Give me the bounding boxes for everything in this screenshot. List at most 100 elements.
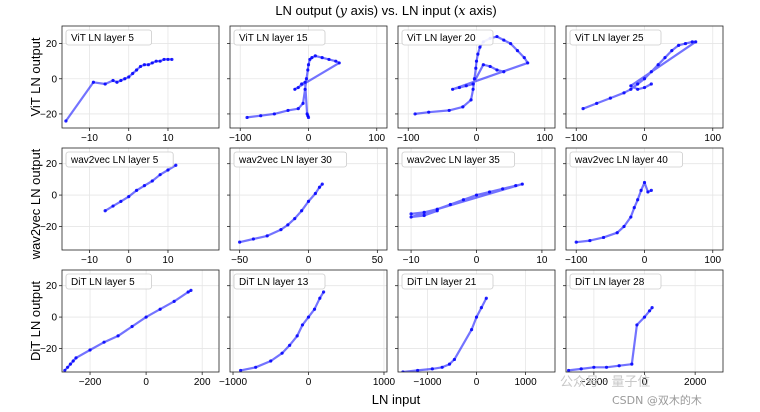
y-tick-label: 0 — [51, 313, 57, 324]
point-band — [410, 183, 524, 219]
x-tick-label: 2000 — [684, 377, 707, 388]
x-tick-label: 0 — [126, 133, 132, 144]
point-band — [582, 40, 697, 110]
x-tick-label: 0 — [642, 255, 648, 266]
panel-label-box — [233, 273, 326, 290]
y-tick-label: −20 — [40, 222, 57, 233]
x-tick-label: −100 — [565, 133, 588, 144]
panel-label-box — [401, 273, 494, 290]
row-label-wav2vec: wav2vec LN output — [28, 148, 43, 260]
point-band — [65, 58, 172, 122]
panel-label: ViT LN layer 25 — [575, 33, 644, 44]
scatter-points — [64, 57, 174, 123]
panel-12: −2000 0 2000 DiT LN layer 28 — [563, 269, 724, 388]
scatter-points — [581, 40, 698, 111]
x-tick-label: 100 — [368, 133, 385, 144]
point-band — [63, 289, 192, 372]
x-tick-label: 0 — [306, 255, 312, 266]
x-tick-label: 0 — [474, 255, 480, 266]
panel-11: −1000 0 1000 DiT LN layer 21 — [395, 269, 556, 388]
x-tick-label: 0 — [474, 377, 480, 388]
panel-label: ViT LN layer 20 — [407, 33, 476, 44]
scatter-points — [413, 34, 530, 116]
point-band — [568, 307, 653, 372]
panel-label: DiT LN layer 5 — [71, 277, 135, 288]
panel-frame — [61, 25, 220, 129]
panel-5: −10 0 10 −20 0 20 wav2vec LN layer 5 — [40, 147, 220, 266]
row-label-vit: ViT LN output — [28, 37, 43, 116]
point-band — [246, 54, 341, 119]
panel-label-box — [65, 29, 152, 46]
x-tick-label: 10 — [536, 255, 548, 266]
x-tick-label: −10 — [403, 255, 420, 266]
figure-title: LN output (y axis) vs. LN input (x axis) — [275, 3, 496, 19]
x-tick-label: −2000 — [580, 377, 609, 388]
scatter-points — [401, 296, 488, 372]
x-tick-label: −1000 — [219, 377, 248, 388]
row-label-dit: DiT LN output — [28, 281, 43, 361]
panel-4: −100 0 100 ViT LN layer 25 — [563, 25, 724, 144]
y-tick-label: 0 — [51, 191, 57, 202]
x-tick-label: 0 — [126, 255, 132, 266]
x-tick-label: 1000 — [514, 377, 537, 388]
panel-label-box — [569, 151, 683, 168]
scatter-points — [574, 180, 653, 244]
panel-label-box — [401, 29, 494, 46]
y-tick-label: 20 — [46, 281, 58, 292]
panel-label-box — [65, 273, 152, 290]
x-axis-label: LN input — [372, 392, 421, 407]
panel-1: −10 0 10 −20 0 20 ViT LN layer 5 — [40, 25, 220, 144]
panel-label: wav2vec LN layer 5 — [70, 155, 159, 166]
x-tick-label: 50 — [372, 255, 384, 266]
x-tick-label: −100 — [397, 133, 420, 144]
panel-frame — [61, 147, 220, 251]
panel-3: −100 0 100 ViT LN layer 20 — [395, 25, 556, 144]
panel-label-box — [233, 151, 347, 168]
x-tick-label: −100 — [229, 133, 252, 144]
scatter-points — [238, 182, 324, 244]
point-band — [239, 183, 324, 244]
panel-7: −10 0 10 wav2vec LN layer 35 — [395, 147, 556, 266]
x-tick-label: 10 — [162, 255, 174, 266]
scatter-points — [566, 306, 654, 372]
point-band — [576, 181, 652, 244]
point-band — [414, 35, 529, 115]
scatter-points — [409, 182, 524, 219]
x-tick-label: 0 — [306, 377, 312, 388]
x-tick-label: −10 — [81, 133, 98, 144]
point-band — [104, 164, 177, 212]
panel-label: wav2vec LN layer 40 — [574, 155, 668, 166]
panel-label: DiT LN layer 21 — [407, 277, 477, 288]
panel-label-box — [233, 29, 326, 46]
panel-label: DiT LN layer 13 — [239, 277, 309, 288]
scatter-points — [103, 163, 178, 213]
panel-label: DiT LN layer 28 — [575, 277, 645, 288]
x-tick-label: −200 — [79, 377, 102, 388]
y-tick-label: 20 — [46, 39, 58, 50]
scatter-points — [245, 54, 341, 120]
x-tick-label: 100 — [536, 133, 553, 144]
x-tick-label: 0 — [474, 133, 480, 144]
scatter-points — [238, 290, 326, 372]
y-tick-label: 20 — [46, 159, 58, 170]
panel-2: −100 0 100 ViT LN layer 15 — [227, 25, 388, 144]
x-tick-label: −1000 — [413, 377, 442, 388]
x-tick-label: 10 — [162, 133, 174, 144]
x-tick-label: 1000 — [373, 377, 396, 388]
panel-8: −100 0 100 wav2vec LN layer 40 — [563, 147, 724, 266]
panel-6: −50 0 50 wav2vec LN layer 30 — [227, 147, 388, 266]
panel-label: wav2vec LN layer 30 — [238, 155, 332, 166]
panel-10: −1000 0 1000 DiT LN layer 13 — [219, 269, 396, 388]
panel-label: ViT LN layer 5 — [71, 33, 134, 44]
panel-label-box — [65, 151, 174, 168]
panel-label-box — [569, 29, 662, 46]
panel-label-box — [569, 273, 662, 290]
x-tick-label: 0 — [642, 377, 648, 388]
panel-label-box — [401, 151, 515, 168]
csdn-credit: CSDN @双木的木 — [612, 394, 702, 407]
x-tick-label: 0 — [143, 377, 149, 388]
watermark-text: 公众号 · 量子位 — [560, 375, 651, 390]
